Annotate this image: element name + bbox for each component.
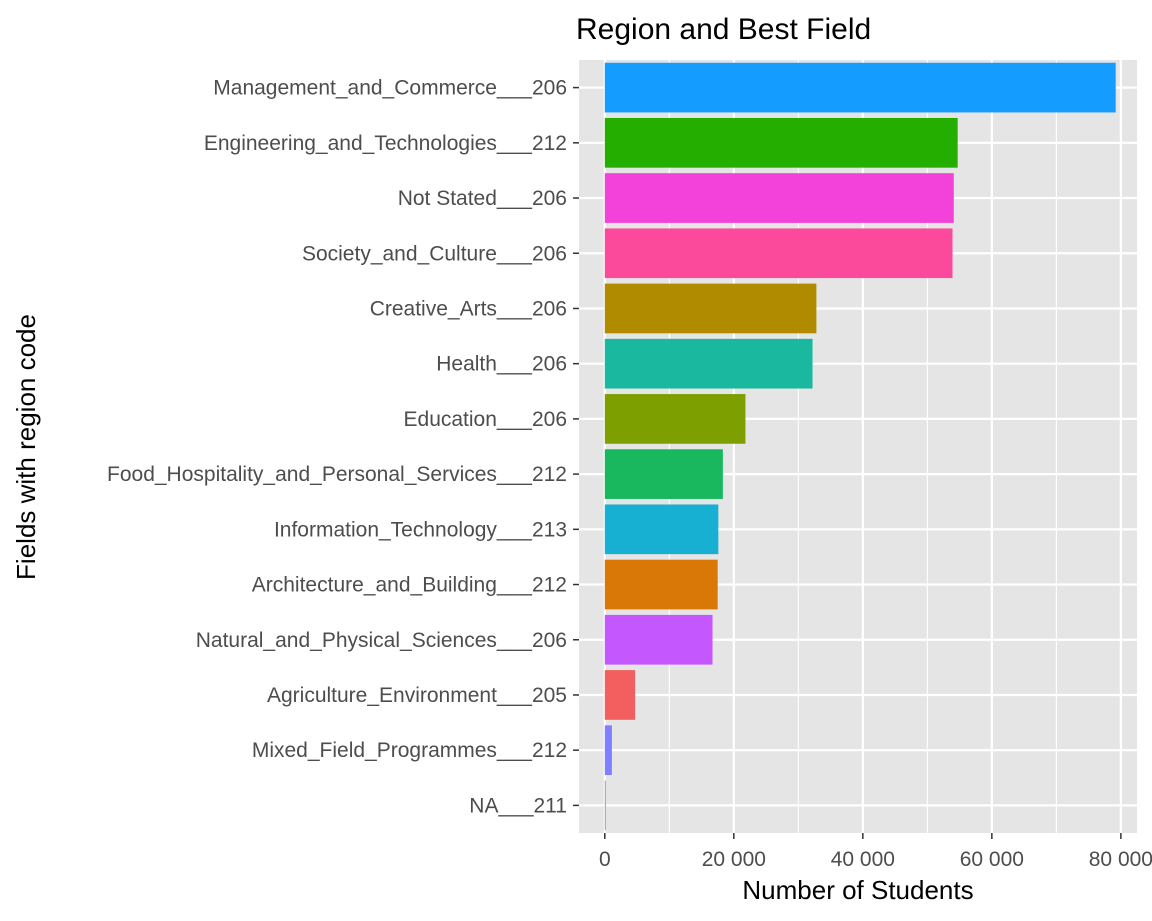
bar	[604, 449, 723, 499]
y-tick-label: Mixed_Field_Programmes___212	[252, 739, 567, 762]
y-tick-label: Food_Hospitality_and_Personal_Services__…	[107, 463, 567, 486]
y-tick-label: Health___206	[436, 353, 567, 376]
bars	[604, 62, 1116, 831]
bar	[604, 559, 718, 610]
bar	[604, 62, 1116, 113]
x-tick-label: 0	[599, 848, 611, 871]
y-tick-label: Management_and_Commerce___206	[213, 77, 567, 100]
x-tick-label: 80 000	[1089, 848, 1152, 871]
x-tick-label: 20 000	[702, 848, 766, 871]
bar	[604, 338, 813, 389]
bar	[604, 670, 636, 720]
bar	[604, 117, 958, 168]
bar	[604, 394, 746, 444]
y-tick-label: Engineering_and_Technologies___212	[204, 132, 567, 155]
y-tick-label: Education___206	[404, 408, 567, 431]
y-axis: Management_and_Commerce___206 Engineering…	[107, 77, 579, 817]
x-tick-label: 60 000	[960, 848, 1024, 871]
y-tick-label: NA___211	[469, 794, 567, 817]
y-tick-label: Creative_Arts___206	[370, 297, 567, 320]
y-tick-label: Agriculture_Environment___205	[267, 684, 567, 707]
bar	[604, 228, 953, 279]
bar	[604, 725, 612, 776]
y-tick-label: Society_and_Culture___206	[302, 242, 567, 265]
x-axis: 0 20 000 40 000 60 000 80 000	[599, 833, 1152, 871]
bar	[604, 614, 713, 665]
y-tick-label: Information_Technology___213	[274, 518, 567, 541]
bar	[604, 173, 954, 223]
y-tick-label: Natural_and_Physical_Sciences___206	[196, 629, 567, 652]
y-tick-label: Architecture_and_Building___212	[252, 574, 567, 597]
x-tick-label: 40 000	[831, 848, 895, 871]
chart-title: Region and Best Field	[576, 13, 871, 46]
bar	[604, 283, 817, 334]
y-tick-label: Not Stated___206	[398, 187, 567, 210]
bar	[604, 780, 606, 831]
bar	[604, 504, 719, 555]
y-axis-title: Fields with region code	[11, 314, 41, 580]
x-axis-title: Number of Students	[742, 875, 973, 905]
